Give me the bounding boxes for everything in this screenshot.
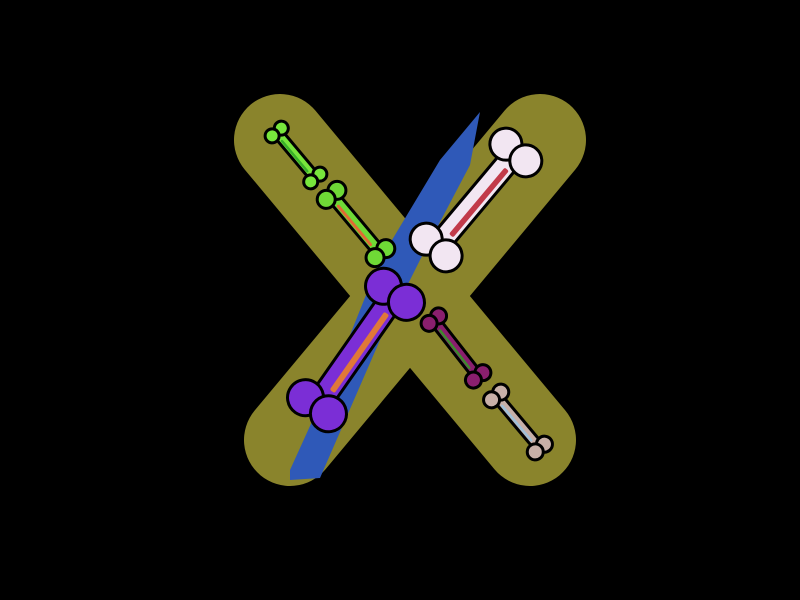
bone-purple-large-highlight xyxy=(330,312,389,393)
bone-magenta-small-highlight xyxy=(438,329,471,370)
bone-green-small-highlight xyxy=(280,139,309,173)
bone-white-large xyxy=(408,126,544,274)
bone-magenta-small xyxy=(419,306,493,390)
bone-green-small xyxy=(263,119,329,191)
bone-beige-small-highlight xyxy=(501,404,533,442)
bone-green-medium xyxy=(315,179,397,269)
bone-white-large-highlight xyxy=(449,168,509,237)
bone-beige-small xyxy=(482,382,554,462)
bone-purple-large xyxy=(286,266,426,434)
bone-green-medium-highlight xyxy=(336,204,372,247)
